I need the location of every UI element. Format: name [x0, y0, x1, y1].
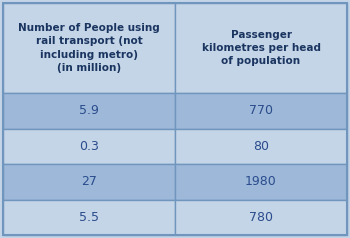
Text: 5.9: 5.9 [79, 104, 99, 117]
Bar [175, 93, 347, 129]
Text: Number of People using
rail transport (not
including metro)
(in million): Number of People using rail transport (n… [18, 23, 160, 73]
Bar [3, 3, 175, 93]
Bar [3, 93, 175, 129]
Text: 1980: 1980 [245, 175, 277, 188]
Bar [175, 129, 347, 164]
Bar [3, 129, 175, 164]
Text: 780: 780 [249, 211, 273, 224]
Text: 27: 27 [81, 175, 97, 188]
Text: 770: 770 [249, 104, 273, 117]
Text: Passenger
kilometres per head
of population: Passenger kilometres per head of populat… [202, 30, 321, 66]
Bar [175, 199, 347, 235]
Text: 5.5: 5.5 [79, 211, 99, 224]
Bar [3, 164, 175, 199]
Bar [3, 199, 175, 235]
Text: 80: 80 [253, 140, 269, 153]
Bar [175, 3, 347, 93]
Text: 0.3: 0.3 [79, 140, 99, 153]
Bar [175, 164, 347, 199]
